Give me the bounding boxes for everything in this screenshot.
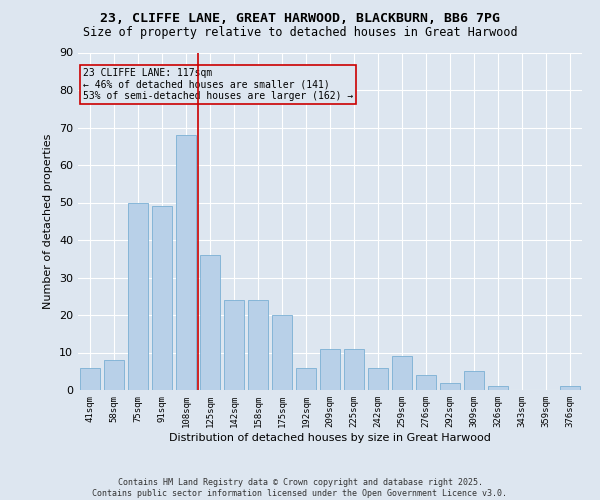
Bar bbox=[80, 368, 100, 390]
Bar bbox=[392, 356, 412, 390]
Bar bbox=[248, 300, 268, 390]
Bar bbox=[200, 255, 220, 390]
Bar bbox=[488, 386, 508, 390]
Text: 23, CLIFFE LANE, GREAT HARWOOD, BLACKBURN, BB6 7PG: 23, CLIFFE LANE, GREAT HARWOOD, BLACKBUR… bbox=[100, 12, 500, 26]
Bar bbox=[560, 386, 580, 390]
Y-axis label: Number of detached properties: Number of detached properties bbox=[43, 134, 53, 309]
Bar bbox=[224, 300, 244, 390]
Text: Size of property relative to detached houses in Great Harwood: Size of property relative to detached ho… bbox=[83, 26, 517, 39]
Bar bbox=[416, 375, 436, 390]
Bar bbox=[296, 368, 316, 390]
Bar bbox=[440, 382, 460, 390]
Bar bbox=[152, 206, 172, 390]
Bar bbox=[128, 202, 148, 390]
Bar bbox=[344, 349, 364, 390]
Text: 23 CLIFFE LANE: 117sqm
← 46% of detached houses are smaller (141)
53% of semi-de: 23 CLIFFE LANE: 117sqm ← 46% of detached… bbox=[83, 68, 353, 101]
Bar bbox=[272, 315, 292, 390]
X-axis label: Distribution of detached houses by size in Great Harwood: Distribution of detached houses by size … bbox=[169, 432, 491, 442]
Bar bbox=[368, 368, 388, 390]
Bar bbox=[464, 371, 484, 390]
Bar bbox=[176, 135, 196, 390]
Text: Contains HM Land Registry data © Crown copyright and database right 2025.
Contai: Contains HM Land Registry data © Crown c… bbox=[92, 478, 508, 498]
Bar bbox=[320, 349, 340, 390]
Bar bbox=[104, 360, 124, 390]
